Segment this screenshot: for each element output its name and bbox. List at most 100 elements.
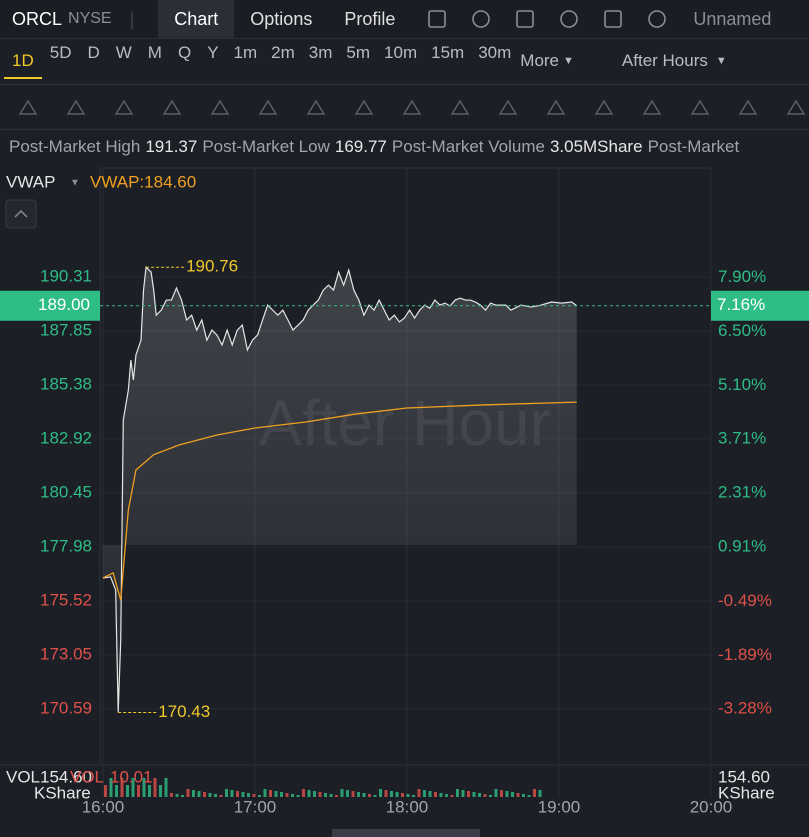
volume-bar — [527, 795, 531, 797]
y2-tick-label: 2.31% — [718, 483, 766, 502]
caret: ▼ — [563, 55, 574, 67]
toolbar-icon[interactable] — [426, 8, 448, 30]
tool-icon[interactable] — [304, 95, 328, 119]
volume-bar — [236, 791, 239, 797]
tab[interactable]: Options — [250, 8, 313, 29]
volume-bar — [467, 791, 470, 797]
timeframe[interactable]: 2m — [271, 43, 295, 62]
volume-bar — [252, 794, 256, 797]
tool-icon[interactable] — [208, 95, 232, 119]
last-price: 189.00 — [38, 295, 90, 314]
price-line — [102, 265, 578, 713]
y-tick-label: 182.92 — [40, 428, 92, 447]
scroll-handle[interactable] — [332, 829, 480, 837]
volume-bar — [247, 793, 250, 797]
volume-bar — [104, 785, 107, 797]
timeframe[interactable]: Y — [207, 43, 219, 62]
divider: | — [129, 8, 135, 29]
annotation-label: 170.43 — [158, 702, 210, 721]
timeframe[interactable]: W — [115, 43, 132, 62]
volume-bar — [324, 793, 327, 797]
tool-icon[interactable] — [784, 95, 808, 119]
timeframe[interactable]: 1m — [233, 43, 258, 62]
stat-label: Post-Market Low — [202, 137, 330, 156]
tool-icon[interactable] — [400, 95, 424, 119]
volume-bar — [395, 792, 399, 797]
tab[interactable]: Chart — [158, 0, 235, 38]
stat-label: Post-Market Volume — [391, 137, 545, 156]
toolbar-icon[interactable] — [602, 8, 624, 30]
volume-bar — [357, 792, 360, 797]
timeframe[interactable]: 1D — [4, 51, 42, 79]
volume-bar — [115, 785, 118, 797]
y-tick-label: 180.45 — [40, 482, 92, 501]
volume-bar — [302, 789, 305, 797]
volume-bar — [406, 794, 410, 797]
timeframe[interactable]: 30m — [478, 43, 512, 62]
y-tick-label: 173.05 — [40, 645, 92, 664]
volume-bar — [274, 791, 278, 797]
vol-unit: KShare — [34, 783, 91, 802]
volume-bar — [280, 792, 283, 797]
symbol: ORCL — [12, 8, 63, 29]
volume-bar — [450, 795, 454, 797]
tool-icon[interactable] — [640, 95, 664, 119]
volume-bar — [340, 789, 344, 797]
volume-bar — [153, 778, 157, 797]
toolbar-icon[interactable] — [646, 8, 668, 30]
tool-icon[interactable] — [112, 95, 136, 119]
tool-icon[interactable] — [16, 95, 40, 119]
tab[interactable]: Profile — [344, 8, 396, 29]
toolbar-icon[interactable] — [514, 8, 536, 30]
volume-bar — [439, 793, 443, 797]
stat-value: 3.05MShare — [549, 137, 643, 156]
stat-value: 191.37 — [145, 137, 198, 156]
volume-bar — [269, 790, 272, 797]
caret: ▼ — [715, 55, 727, 67]
timeframe[interactable]: 10m — [384, 43, 418, 62]
layout-name[interactable]: Unnamed — [693, 8, 772, 29]
toolbar-icon[interactable] — [470, 8, 492, 30]
timeframe[interactable]: D — [87, 43, 100, 62]
tool-icon[interactable] — [160, 95, 184, 119]
volume-bar — [511, 792, 514, 797]
timeframe[interactable]: 15m — [431, 43, 465, 62]
indicator-name: VWAP — [6, 172, 55, 191]
tool-icon[interactable] — [496, 95, 520, 119]
timeframe[interactable]: 5D — [49, 43, 72, 62]
volume-bar — [313, 791, 316, 797]
volume-bar — [120, 778, 124, 797]
tool-icon[interactable] — [688, 95, 712, 119]
x-tick-label: 19:00 — [538, 797, 581, 816]
more[interactable]: More — [520, 51, 560, 70]
drawing-tools — [0, 84, 809, 130]
timeframe[interactable]: 5m — [346, 43, 371, 62]
y2-tick-label: 7.90% — [718, 267, 766, 286]
stats-bar: Post-Market High 191.37 Post-Market Low 169… — [0, 134, 809, 160]
top-bar: ORCL NYSE | Chart Options Profile Unnamed — [0, 0, 809, 39]
tool-icon[interactable] — [592, 95, 616, 119]
volume-bar — [373, 795, 377, 797]
session[interactable]: After Hours — [621, 51, 708, 70]
volume-bar — [164, 778, 168, 797]
timeframe[interactable]: Q — [177, 43, 192, 62]
collapse-button[interactable] — [5, 199, 37, 229]
volume-bar — [346, 790, 349, 797]
tool-icon[interactable] — [448, 95, 472, 119]
volume-bar — [423, 790, 426, 797]
tool-icon[interactable] — [736, 95, 760, 119]
volume-bar — [478, 793, 481, 797]
timeframe[interactable]: M — [147, 43, 162, 62]
volume-bar — [329, 794, 333, 797]
volume-bar — [412, 795, 415, 797]
volume-bar — [522, 794, 525, 797]
tool-icon[interactable] — [256, 95, 280, 119]
tool-icon[interactable] — [64, 95, 88, 119]
toolbar-icon[interactable] — [558, 8, 580, 30]
timeframe[interactable]: 3m — [308, 43, 333, 62]
tool-icon[interactable] — [352, 95, 376, 119]
tool-icon[interactable] — [544, 95, 568, 119]
change: 7.16% — [717, 295, 765, 314]
volume-bar — [192, 790, 195, 797]
volume-bar — [362, 793, 366, 797]
